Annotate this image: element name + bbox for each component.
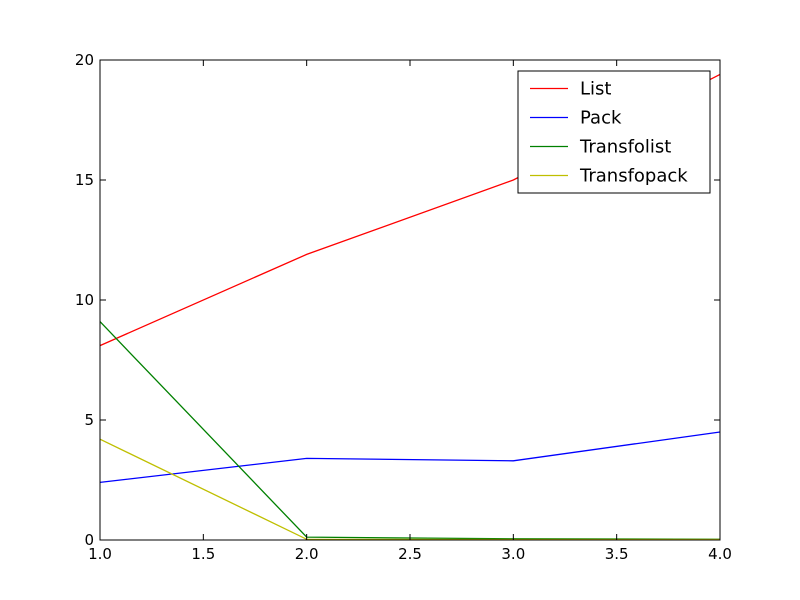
legend-label: Pack [580, 108, 622, 129]
x-tick-label: 4.0 [708, 545, 732, 563]
plot-frame [99, 59, 721, 541]
legend-box [517, 70, 711, 194]
x-tick-label: 1.5 [191, 545, 215, 563]
x-tick-label: 2.5 [398, 545, 422, 563]
y-tick-label: 5 [84, 411, 94, 429]
x-tick-label: 2.0 [295, 545, 319, 563]
legend-label: Transfopack [579, 166, 688, 187]
series-line-pack [99, 431, 721, 484]
x-tick-label: 1.0 [88, 545, 112, 563]
tick-layer: 1.0 1.5 2.0 2.5 3.0 3.5 4.0 0 5 10 15 20 [75, 51, 732, 563]
legend-label: List [580, 79, 611, 100]
x-tick-label: 3.5 [605, 545, 629, 563]
legend-label: Transfolist [579, 137, 671, 158]
y-tick-label: 10 [75, 291, 94, 309]
x-tick-label: 3.0 [501, 545, 525, 563]
y-tick-label: 20 [75, 51, 94, 69]
y-tick-label: 0 [84, 531, 94, 549]
legend: List Pack Transfolist Transfopack [517, 70, 711, 194]
y-tick-label: 15 [75, 171, 94, 189]
